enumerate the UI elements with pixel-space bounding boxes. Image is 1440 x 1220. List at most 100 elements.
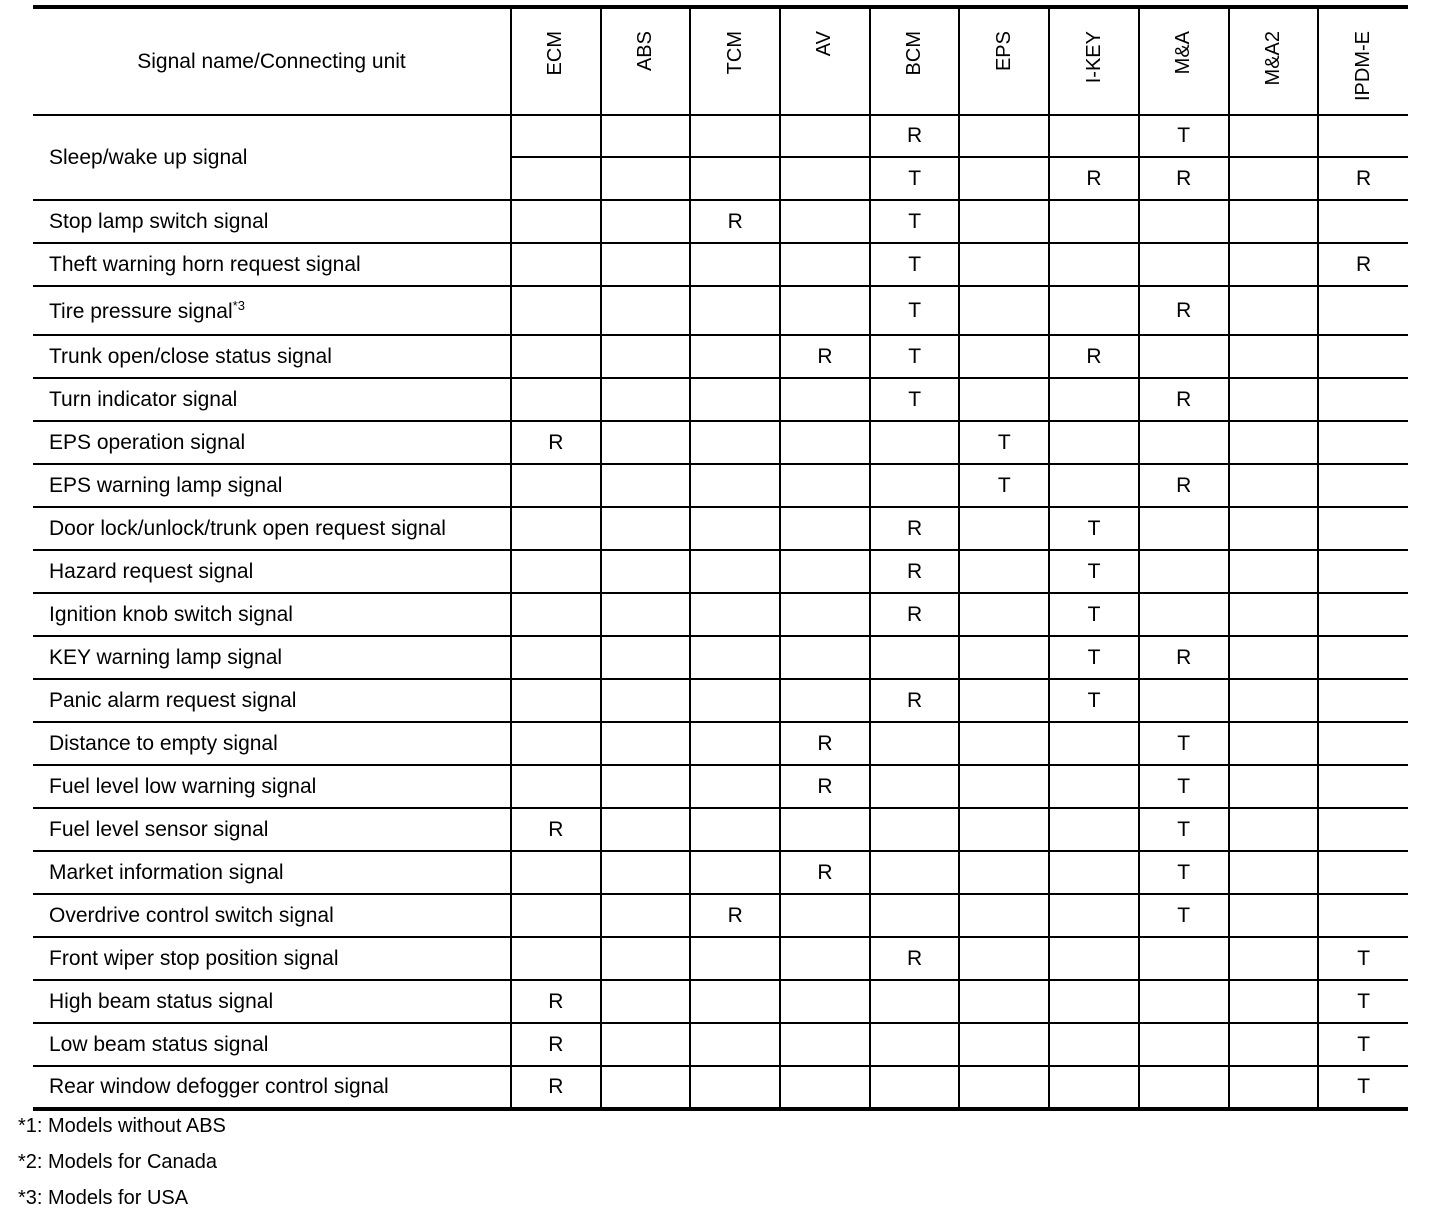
signal-name: Overdrive control switch signal — [33, 894, 512, 938]
cell-eps — [958, 1066, 1050, 1111]
cell-m-a2 — [1227, 421, 1319, 465]
cell-ecm: R — [510, 808, 601, 852]
cell-abs — [599, 851, 691, 895]
header-unit-label: AV — [813, 31, 836, 57]
cell-m-a — [1137, 243, 1229, 287]
cell-m-a: R — [1137, 464, 1229, 508]
cell-abs — [599, 550, 691, 594]
header-unit-label: I-KEY — [1082, 31, 1105, 84]
cell-av — [779, 157, 870, 201]
table-row: Front wiper stop position signal R T — [33, 937, 1408, 981]
signal-name: Fuel level sensor signal — [33, 808, 512, 852]
cell-av — [779, 286, 870, 336]
signal-name: Sleep/wake up signal — [33, 115, 512, 201]
cell-av — [779, 808, 870, 852]
cell-bcm — [868, 421, 960, 465]
cell-eps — [958, 937, 1050, 981]
cell-av — [779, 1066, 870, 1111]
cell-ecm — [510, 335, 601, 379]
signal-name-text: Door lock/unlock/trunk open request sign… — [49, 516, 446, 540]
cell-i-key — [1048, 980, 1139, 1024]
cell-eps — [958, 200, 1050, 244]
cell-ipdm-e — [1317, 765, 1408, 809]
cell-m-a: T — [1137, 851, 1229, 895]
cell-eps — [958, 980, 1050, 1024]
cell-tcm — [689, 378, 781, 422]
cell-tcm — [689, 286, 781, 336]
cell-ipdm-e — [1317, 421, 1408, 465]
cell-m-a2 — [1227, 115, 1319, 158]
cell-eps: T — [958, 464, 1050, 508]
signal-name-text: KEY warning lamp signal — [49, 645, 283, 669]
signal-name: Tire pressure signal*3 — [33, 286, 512, 336]
cell-eps — [958, 765, 1050, 809]
cell-m-a: T — [1137, 722, 1229, 766]
cell-abs — [599, 808, 691, 852]
cell-ecm — [510, 464, 601, 508]
cell-ecm: R — [510, 980, 601, 1024]
cell-ecm — [510, 115, 601, 158]
footnote-1: *1: Models without ABS — [18, 1115, 226, 1137]
cell-av — [779, 1023, 870, 1067]
signal-name-text: High beam status signal — [49, 989, 274, 1013]
cell-av — [779, 679, 870, 723]
signal-name: Fuel level low warning signal — [33, 765, 512, 809]
cell-ecm — [510, 243, 601, 287]
cell-bcm — [868, 1023, 960, 1067]
cell-m-a — [1137, 1066, 1229, 1111]
header-unit-label: IPDM-E — [1352, 31, 1375, 101]
cell-av — [779, 378, 870, 422]
cell-m-a — [1137, 679, 1229, 723]
cell-abs — [599, 1066, 691, 1111]
signal-name-text: EPS warning lamp signal — [49, 473, 283, 497]
signal-name-text: Market information signal — [49, 860, 284, 884]
cell-ipdm-e — [1317, 679, 1408, 723]
cell-av: R — [779, 765, 870, 809]
cell-i-key: T — [1048, 593, 1139, 637]
cell-abs — [599, 335, 691, 379]
cell-m-a2 — [1227, 636, 1319, 680]
cell-m-a: T — [1137, 894, 1229, 938]
table-header: Signal name/Connecting unit ECM ABS TCM AV BC… — [33, 5, 1408, 116]
cell-ipdm-e: R — [1317, 157, 1408, 201]
footnote-ref: *3 — [232, 297, 245, 313]
cell-abs — [599, 593, 691, 637]
cell-m-a2 — [1227, 200, 1319, 244]
table-row: High beam status signal R T — [33, 980, 1408, 1024]
cell-bcm — [868, 636, 960, 680]
signal-name: Stop lamp switch signal — [33, 200, 512, 244]
cell-m-a — [1137, 1023, 1229, 1067]
cell-i-key — [1048, 378, 1139, 422]
cell-i-key: T — [1048, 636, 1139, 680]
cell-bcm — [868, 980, 960, 1024]
cell-eps — [958, 335, 1050, 379]
cell-m-a2 — [1227, 980, 1319, 1024]
signal-name: Ignition knob switch signal — [33, 593, 512, 637]
cell-eps — [958, 507, 1050, 551]
cell-m-a2 — [1227, 378, 1319, 422]
cell-ecm: R — [510, 1066, 601, 1111]
cell-i-key — [1048, 1023, 1139, 1067]
header-unit: M&A2 — [1227, 5, 1319, 116]
cell-ipdm-e — [1317, 378, 1408, 422]
cell-eps — [958, 157, 1050, 201]
cell-abs — [599, 507, 691, 551]
cell-eps — [958, 286, 1050, 336]
cell-m-a: R — [1137, 286, 1229, 336]
cell-ipdm-e — [1317, 464, 1408, 508]
cell-tcm — [689, 157, 781, 201]
signal-name: High beam status signal — [33, 980, 512, 1024]
cell-m-a — [1137, 507, 1229, 551]
signal-name: Turn indicator signal — [33, 378, 512, 422]
signal-name: Panic alarm request signal — [33, 679, 512, 723]
cell-bcm: R — [868, 679, 960, 723]
cell-m-a: T — [1137, 808, 1229, 852]
cell-bcm: T — [868, 243, 960, 287]
header-unit: AV — [779, 5, 870, 116]
cell-eps — [958, 808, 1050, 852]
cell-bcm: R — [868, 550, 960, 594]
cell-av — [779, 507, 870, 551]
cell-ipdm-e: T — [1317, 937, 1408, 981]
cell-av: R — [779, 335, 870, 379]
